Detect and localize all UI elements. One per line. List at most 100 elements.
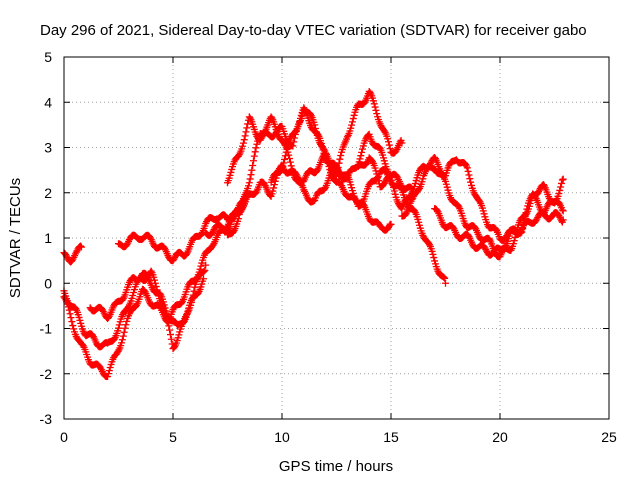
data-point [235,151,243,159]
y-tick-label: 5 [44,49,52,65]
data-point [161,304,169,312]
data-point [384,138,392,146]
data-point [433,206,441,214]
data-point [556,186,564,194]
data-point [307,110,315,118]
data-point [387,220,395,228]
data-point [439,172,447,180]
data-point [77,243,85,251]
data-point [363,159,371,167]
data-point [297,180,305,188]
data-point [402,210,410,218]
data-point [197,262,205,270]
data-point [300,186,308,194]
data-point [321,152,329,160]
data-point [166,331,174,339]
data-point [358,145,366,153]
data-point [337,151,345,159]
data-point [462,160,470,168]
data-point [252,144,260,152]
data-point [519,224,527,232]
data-point [533,215,541,223]
data-point [510,237,518,245]
data-point [115,321,123,329]
data-point [535,186,543,194]
data-point [286,155,294,163]
data-point [77,242,85,250]
y-tick-label: -1 [40,321,53,337]
data-point [249,161,257,169]
data-point [201,266,209,274]
y-tick-label: -3 [40,411,53,427]
data-point [271,130,279,138]
data-point [398,139,406,147]
data-point [170,255,178,263]
data-point [122,321,130,329]
data-point [429,250,437,258]
x-tick-label: 15 [383,429,399,445]
data-point [244,182,252,190]
tick-layer: 0 5 10 15 20 25 -3 -2 -1 0 1 2 3 4 5 [40,49,617,445]
data-point [281,155,289,163]
data-point [313,166,321,174]
data-point [105,367,113,375]
data-point [558,206,566,214]
data-point [411,180,419,188]
data-point [372,106,380,114]
data-point [300,104,308,112]
y-tick-label: 2 [44,185,52,201]
data-point [320,149,328,157]
data-point [369,158,377,166]
data-point [555,190,563,198]
data-point [250,152,258,160]
data-point [442,279,449,287]
data-point [336,155,344,163]
data-point [373,170,381,178]
data-point [171,254,179,262]
data-point [182,250,190,258]
data-point [123,317,131,325]
data-point [492,225,500,233]
data-point [291,128,299,136]
data-point [106,363,114,371]
data-point [540,181,548,189]
data-point [279,162,287,170]
data-point [110,335,118,343]
data-point [535,188,543,196]
data-point [388,176,396,184]
data-point [390,183,398,191]
data-point [385,141,393,149]
data-point [523,205,531,213]
data-point [559,175,567,183]
data-point [120,328,128,336]
data-point [317,140,325,148]
data-point [123,241,131,249]
data-point [467,178,475,186]
data-point [246,175,254,183]
data-point [431,155,439,163]
data-point [387,173,395,181]
data-point [290,138,298,146]
data-point [246,114,254,122]
x-tick-label: 25 [601,429,617,445]
data-point [249,157,257,165]
y-tick-label: 3 [44,140,52,156]
data-point [454,202,462,210]
data-point [66,310,74,318]
x-tick-label: 0 [60,429,68,445]
data-marks-layer [60,87,567,381]
y-tick-label: -2 [40,366,53,382]
data-point [200,275,208,283]
data-point [256,136,264,144]
data-point [356,155,364,163]
data-point [281,152,289,160]
data-point [171,343,179,351]
series-track-9 [267,104,417,197]
data-point [104,370,112,378]
data-point [392,147,400,155]
data-point [239,139,247,147]
data-point [501,243,509,251]
data-point [359,200,367,208]
